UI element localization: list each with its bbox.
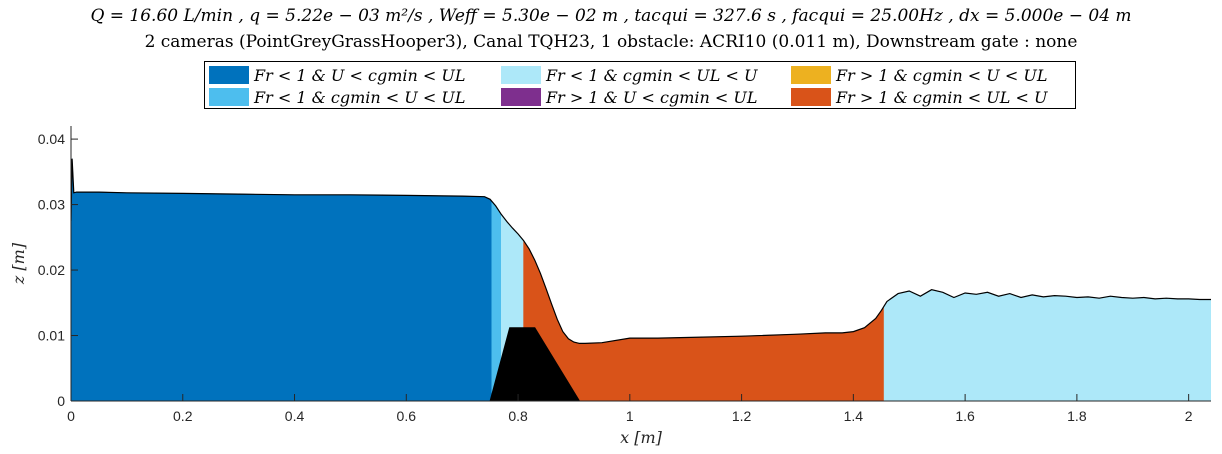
- x-tick-label: 2: [1185, 408, 1193, 424]
- legend-swatch: [501, 88, 541, 106]
- legend-swatch: [791, 88, 831, 106]
- y-tick-label: 0.03: [38, 197, 65, 213]
- legend-item: Fr < 1 & cgmin < UL < U: [501, 64, 757, 86]
- legend-label: Fr < 1 & U < cgmin < UL: [254, 65, 466, 85]
- x-tick-label: 0.4: [285, 408, 305, 424]
- y-tick-label: 0.04: [38, 131, 65, 147]
- legend-item: Fr > 1 & U < cgmin < UL: [501, 86, 757, 108]
- legend-label: Fr < 1 & cgmin < UL < U: [546, 65, 758, 85]
- x-tick-label: 0.6: [397, 408, 417, 424]
- chart-title-parameters: Q = 16.60 L/min , q = 5.22e − 03 m²/s , …: [90, 6, 1132, 26]
- legend-item: Fr < 1 & U < cgmin < UL: [209, 64, 465, 86]
- chart-legend: Fr < 1 & U < cgmin < UL Fr < 1 & cgmin <…: [204, 61, 1076, 109]
- regime-region: [523, 239, 885, 401]
- legend-swatch: [501, 66, 541, 84]
- legend-swatch: [209, 66, 249, 84]
- y-axis-label: z [m]: [9, 242, 28, 285]
- legend-label: Fr < 1 & cgmin < U < UL: [254, 87, 466, 107]
- legend-item: Fr > 1 & cgmin < U < UL: [791, 64, 1047, 86]
- regime-region: [883, 289, 1211, 401]
- x-tick-label: 1: [626, 408, 634, 424]
- x-tick-label: 1.6: [955, 408, 975, 424]
- legend-item: Fr < 1 & cgmin < U < UL: [209, 86, 465, 108]
- legend-swatch: [791, 66, 831, 84]
- legend-label: Fr > 1 & cgmin < UL < U: [836, 87, 1048, 107]
- legend-label: Fr > 1 & U < cgmin < UL: [546, 87, 758, 107]
- x-tick-label: 1.2: [732, 408, 752, 424]
- x-tick-label: 0.2: [173, 408, 193, 424]
- y-tick-label: 0.01: [38, 328, 65, 344]
- x-tick-label: 1.4: [844, 408, 864, 424]
- legend-swatch: [209, 88, 249, 106]
- legend-item: Fr > 1 & cgmin < UL < U: [791, 86, 1047, 108]
- y-tick-label: 0.02: [38, 262, 65, 278]
- x-tick-label: 0: [67, 408, 75, 424]
- free-surface-line: [71, 158, 1211, 344]
- chart-title-setup: 2 cameras (PointGreyGrassHooper3), Canal…: [144, 32, 1078, 52]
- x-axis-label: x [m]: [620, 428, 663, 447]
- y-tick-label: 0: [57, 393, 65, 409]
- x-tick-label: 1.8: [1067, 408, 1087, 424]
- x-tick-label: 0.8: [508, 408, 528, 424]
- legend-label: Fr > 1 & cgmin < U < UL: [836, 65, 1048, 85]
